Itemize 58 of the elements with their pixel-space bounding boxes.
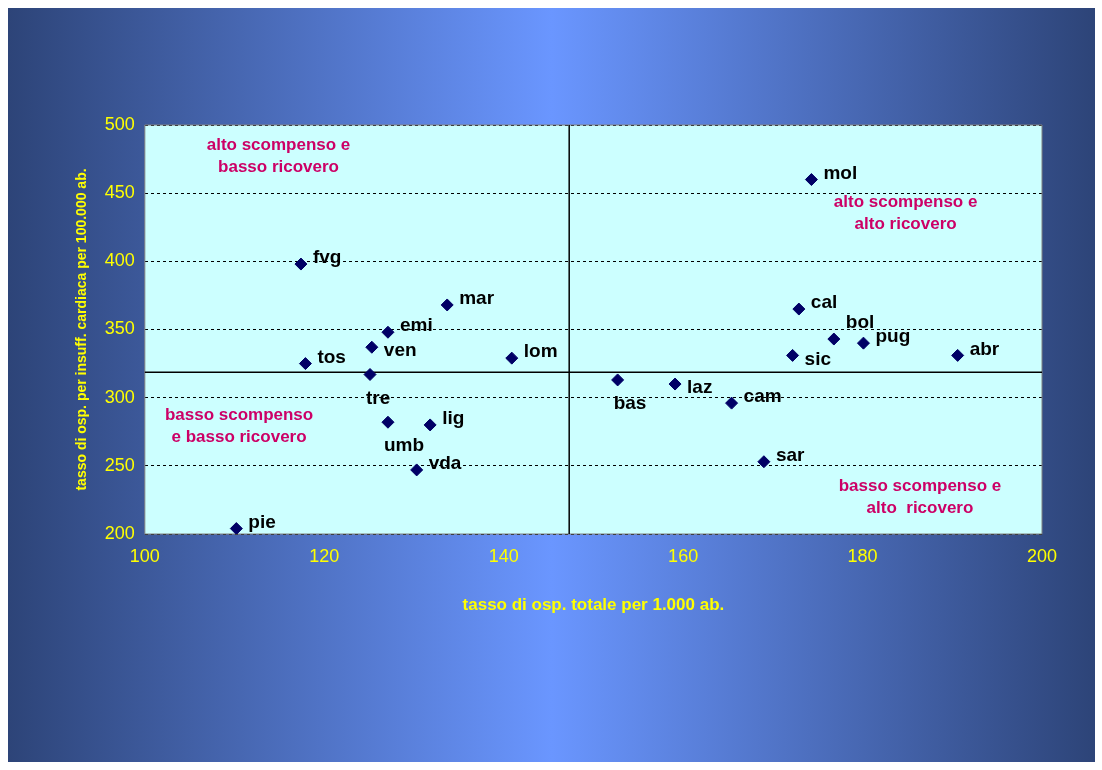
annotation: abr — [969, 337, 1000, 359]
point — [757, 455, 771, 469]
annotation: cam — [743, 385, 782, 407]
point — [951, 348, 965, 362]
point — [856, 336, 870, 350]
annotation: emi — [399, 314, 433, 336]
point — [298, 357, 312, 371]
annotation: basso scompenso e alto ricovero — [838, 475, 1002, 517]
annotation: cal — [810, 291, 838, 313]
y-tick-label: 500 — [104, 113, 135, 134]
x-tick-label: 140 — [488, 545, 519, 566]
point — [804, 173, 818, 187]
point — [423, 418, 437, 432]
annotation: mol — [823, 161, 858, 183]
point — [792, 302, 806, 316]
annotation: pie — [248, 510, 276, 532]
x-axis-title: tasso di osp. totale per 1.000 ab. — [462, 595, 725, 615]
point — [786, 348, 800, 362]
point — [381, 325, 395, 339]
y-axis-title: tasso di osp. per insuff. cardiaca per 100.000 ab. — [73, 168, 90, 491]
point — [505, 351, 519, 365]
point — [365, 340, 379, 354]
x-tick-label: 200 — [1026, 545, 1058, 566]
annotation: laz — [687, 376, 713, 398]
y-tick-label: 450 — [104, 182, 135, 203]
y-tick-label: 400 — [104, 250, 135, 271]
annotation: lom — [523, 340, 558, 362]
point — [440, 298, 454, 312]
annotation: alto scompenso e basso ricovero — [206, 135, 351, 177]
point — [668, 377, 682, 391]
point — [229, 522, 243, 534]
point — [827, 332, 841, 346]
annotation: mar — [459, 287, 495, 309]
point — [410, 463, 424, 477]
x-tick-label: 180 — [847, 545, 878, 566]
annotation: bol — [845, 311, 875, 333]
annotation: sar — [775, 443, 806, 465]
y-tick-label: 200 — [104, 522, 135, 543]
point — [363, 367, 377, 381]
annotation: tos — [317, 345, 346, 367]
point — [381, 415, 395, 429]
annotation: umb — [383, 434, 425, 456]
point — [611, 373, 625, 387]
point — [294, 257, 308, 271]
x-tick-label: 100 — [129, 545, 160, 566]
y-tick-label: 300 — [104, 386, 135, 407]
x-tick-label: 160 — [668, 545, 699, 566]
annotation: sic — [804, 347, 832, 369]
annotation: ven — [383, 339, 417, 361]
annotation: pug — [875, 325, 911, 347]
x-tick-label: 120 — [309, 545, 340, 566]
annotation: lig — [442, 407, 465, 429]
annotation: alto scompenso e alto ricovero — [833, 192, 978, 234]
annotation: basso scompenso e basso ricovero — [164, 404, 314, 446]
y-tick-label: 250 — [104, 454, 135, 475]
point — [725, 396, 739, 410]
annotation: bas — [613, 392, 647, 414]
y-tick-label: 350 — [104, 318, 135, 339]
